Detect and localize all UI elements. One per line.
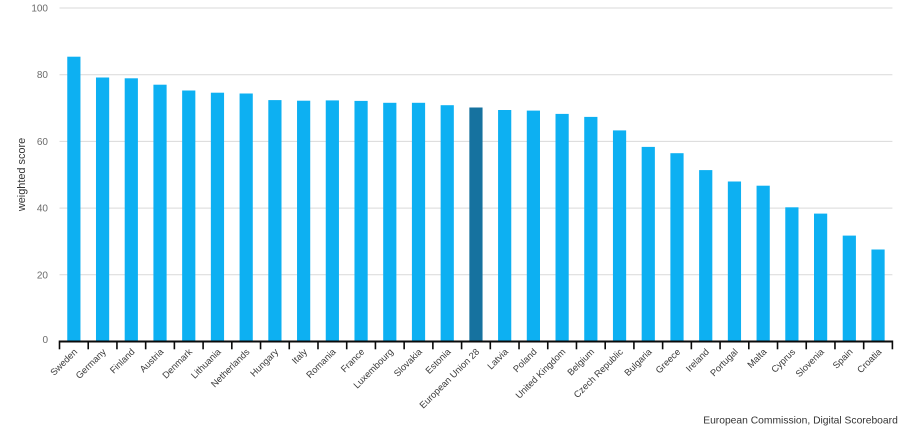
svg-text:100: 100 (31, 4, 48, 15)
svg-text:60: 60 (37, 137, 49, 148)
svg-text:80: 80 (37, 70, 49, 81)
svg-text:weighted score: weighted score (16, 138, 28, 212)
svg-text:20: 20 (37, 270, 49, 281)
svg-text:0: 0 (42, 335, 48, 346)
svg-text:40: 40 (37, 204, 49, 215)
svg-text:European Commission, Digital S: European Commission, Digital Scoreboard (703, 415, 898, 426)
